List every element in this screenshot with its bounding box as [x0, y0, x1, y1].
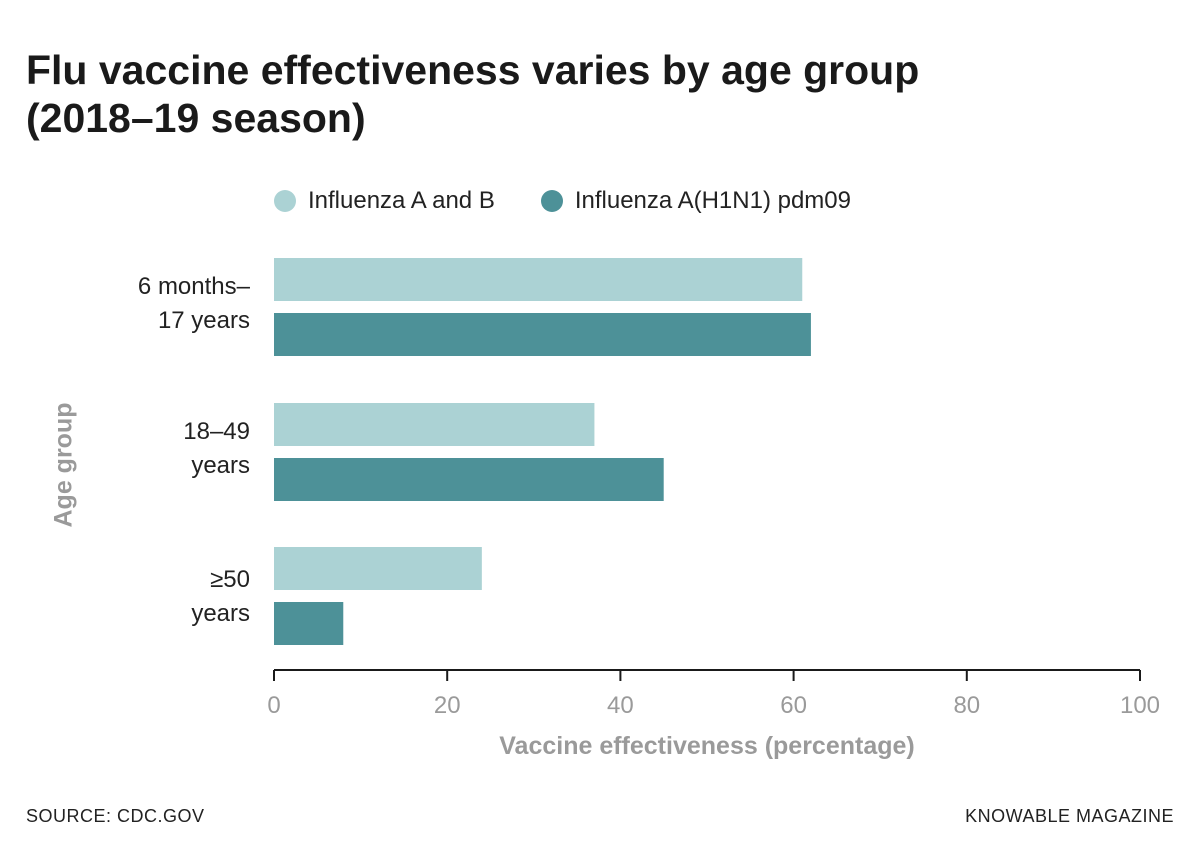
category-label-line: 6 months–: [137, 273, 250, 300]
x-axis-title: Vaccine effectiveness (percentage): [499, 732, 915, 760]
category-label-line: ≥50: [210, 566, 250, 593]
legend-swatch-series-1: [274, 190, 296, 212]
category-label-50-plus-years: ≥50 years: [30, 563, 250, 631]
category-label-line: years: [191, 452, 250, 479]
legend-label-series-1: Influenza A and B: [308, 187, 495, 214]
category-label-18-49-years: 18–49 years: [30, 415, 250, 483]
bar-influenza-h1n1-group-3: [274, 602, 344, 645]
category-label-6-months-17-years: 6 months– 17 years: [30, 270, 250, 338]
x-tick-label-100: 100: [1120, 692, 1160, 719]
x-tick-label-20: 20: [434, 692, 461, 719]
chart-title-line-1: Flu vaccine effectiveness varies by age …: [26, 47, 920, 93]
bar-influenza-h1n1-group-2: [274, 458, 664, 501]
bar-influenza-a-and-b-group-3: [274, 547, 482, 590]
chart-title-line-2: (2018–19 season): [26, 95, 366, 141]
x-tick-label-80: 80: [953, 692, 980, 719]
legend-swatch-series-2: [540, 190, 563, 212]
x-tick-label-40: 40: [607, 692, 634, 719]
legend-label-series-2: Influenza A(H1N1) pdm09: [574, 187, 851, 214]
category-label-line: years: [191, 600, 250, 627]
chart-title: Flu vaccine effectiveness varies by age …: [26, 46, 1166, 142]
x-tick-label-0: 0: [267, 692, 280, 719]
legend-item-series-2: Influenza A(H1N1) pdm09: [540, 187, 851, 215]
source-credit: SOURCE: CDC.GOV: [26, 806, 205, 826]
bar-influenza-a-and-b-group-1: [274, 258, 803, 301]
x-tick-label-60: 60: [780, 692, 807, 719]
legend-item-series-1: Influenza A and B: [274, 187, 495, 215]
publisher-credit: KNOWABLE MAGAZINE: [965, 806, 1174, 826]
bar-influenza-h1n1-group-1: [274, 313, 811, 356]
bar-influenza-a-and-b-group-2: [274, 403, 595, 446]
legend: Influenza A and B Influenza A(H1N1) pdm0…: [274, 184, 851, 218]
category-label-line: 17 years: [157, 307, 250, 334]
category-label-line: 18–49: [183, 418, 250, 445]
